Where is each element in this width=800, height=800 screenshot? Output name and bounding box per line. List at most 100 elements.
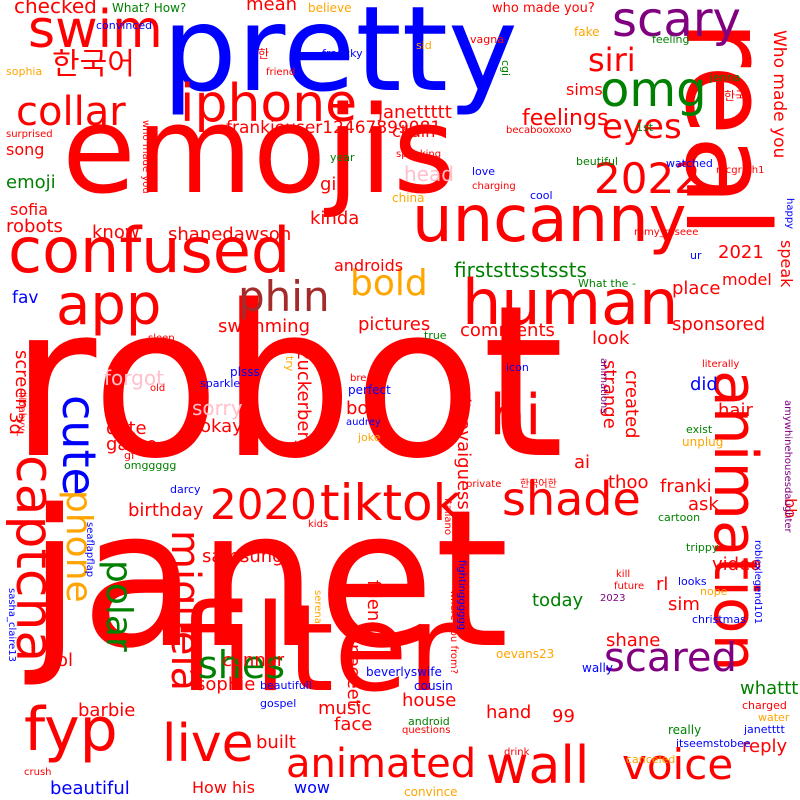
word-swim: swim (28, 0, 163, 60)
word-shanedawson: shanedawson (168, 224, 292, 245)
word-face: face (334, 714, 373, 735)
word-uncanny: uncanny (412, 183, 687, 257)
word-emoji: emoji (6, 172, 56, 193)
word-mcgrath1: mcgrath1 (716, 165, 765, 176)
word-girl: girl (320, 174, 349, 195)
word-robot: robot (10, 260, 565, 505)
word-collar: collar (16, 89, 126, 135)
word-ask: ask (688, 494, 719, 515)
word-live: live (162, 714, 254, 774)
word-samsung: samsung (202, 546, 284, 567)
word-really: really (668, 723, 702, 737)
word-crush: crush (24, 767, 52, 778)
word-beutiful: beutiful (576, 155, 618, 168)
word-shes: shes (198, 643, 286, 687)
word-charging: charging (472, 181, 516, 192)
word-swimming: swimming (218, 316, 311, 337)
word-water: water (758, 711, 790, 724)
word-what-the: What the - (578, 277, 636, 290)
word-joke: joke (358, 431, 381, 444)
word-forgot: forgot (104, 366, 164, 390)
word-glyph: 한국 (724, 89, 747, 103)
word-franki: franki (660, 476, 712, 497)
word-animations: animations (598, 358, 609, 414)
word-janet: janet (28, 469, 510, 690)
word-robots: robots (6, 216, 63, 237)
word-sparkle: sparkle (200, 377, 241, 390)
word-feelings: feelings (522, 106, 609, 131)
word-game: game (106, 434, 158, 455)
word-itsavaiguess: itsavaiguess (453, 398, 474, 510)
word-convince: convince (404, 785, 458, 799)
word-friend: friend (266, 67, 296, 78)
word-true: true (424, 329, 447, 342)
word-nope: nope (700, 585, 728, 598)
word-scared: scared (604, 635, 737, 681)
word-siri: siri (588, 41, 636, 79)
word-lol: lol (52, 650, 74, 671)
word-sophia: sophia (6, 65, 43, 78)
word-cool: cool (530, 189, 553, 202)
word-wow: wow (294, 778, 330, 797)
word-hair: hair (718, 400, 753, 421)
word-place: place (672, 278, 721, 299)
word-rl: rl (656, 574, 669, 595)
word-tiktok: tiktok (320, 474, 462, 532)
word-janettttt: janettttt (378, 102, 452, 123)
word-kill: kill (616, 569, 631, 580)
word-fake: fake (574, 25, 600, 39)
word-mean: mean (246, 0, 298, 15)
word-trippy: trippy (686, 541, 719, 554)
word-lilbabyy: lilbabyy_ (16, 392, 27, 436)
word-99: 99 (552, 706, 575, 727)
word-iphone: iphone (180, 74, 358, 134)
word-sophie: sophie (196, 674, 256, 695)
word-robloxlegend101: robloxlegend101 (752, 540, 763, 625)
word-beautifull: beautifull (260, 679, 312, 692)
word-human: human (462, 266, 679, 339)
word-glyph: 한국어한 (520, 479, 557, 490)
word-sleep: sleep (148, 333, 175, 344)
word-surprised: surprised (6, 129, 53, 140)
word-chain: chain (392, 122, 436, 141)
word-today: today (532, 590, 584, 611)
word-shade: shade (502, 472, 641, 526)
word-2022: 2022 (594, 154, 701, 203)
word-audrey: audrey (346, 417, 381, 428)
word-unplug: unplug (682, 435, 724, 449)
word-look: look (592, 328, 630, 349)
word-voice: voice (622, 740, 734, 789)
word-gf: gf (124, 449, 135, 462)
word-sims: sims (566, 80, 603, 99)
word-darcy: darcy (170, 483, 201, 496)
word-kinda: kinda (310, 208, 360, 229)
word-cartoon: cartoon (658, 511, 701, 524)
word-questions: questions (402, 725, 451, 736)
word-androids: androids (334, 256, 404, 275)
word-sponsored: sponsored (672, 314, 766, 335)
word-exist: exist (686, 423, 713, 436)
word-janetttt: janetttt (744, 723, 785, 736)
word-wally: wally (582, 661, 613, 675)
word-sorry: sorry (192, 396, 243, 420)
word-filter: filter (178, 580, 458, 719)
word-who-made-you: Who made you (769, 30, 789, 159)
word-date: date (106, 418, 147, 439)
word-phin: phin (238, 272, 330, 321)
word-how-his: How his (192, 778, 255, 797)
word-barbie: barbie (78, 700, 136, 721)
word-created: created (621, 370, 642, 439)
word-looks: looks (678, 575, 707, 588)
word-model: model (722, 270, 772, 289)
word-beverlyswife: beverlyswife (366, 665, 442, 679)
word-2020: 2020 (210, 480, 317, 529)
word-head: head (404, 162, 454, 186)
word-zuckerberg: zuckerberg (293, 350, 314, 451)
word-what-how: What? How? (112, 1, 187, 15)
word-charged: charged (742, 699, 787, 712)
word-omg: omg (600, 62, 707, 118)
word-house: house (402, 690, 457, 711)
word-comments: comments (460, 320, 555, 341)
word-try: try (283, 356, 296, 372)
